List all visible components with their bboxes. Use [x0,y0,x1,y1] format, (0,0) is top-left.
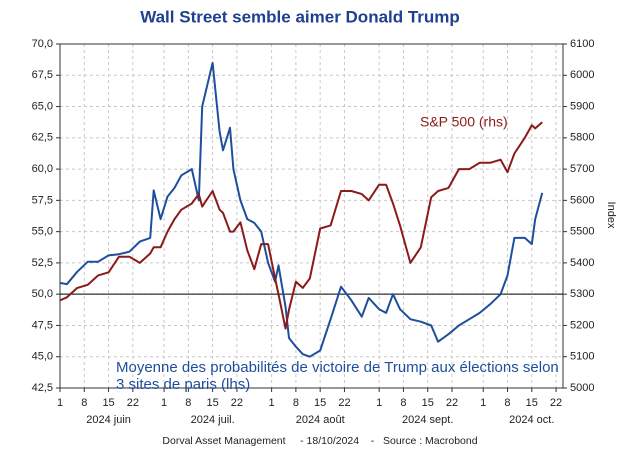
x-tick-label: 22 [231,397,243,409]
y-tick-label: 65,0 [32,100,53,112]
plot-frame [59,43,564,389]
y-tick-label: 62,5 [32,132,53,144]
y-tick-label: 55,0 [32,226,53,238]
y-tick-label: 70,0 [32,38,53,50]
source: Dorval Asset Management - 18/10/2024 - S… [162,435,477,447]
y-tick-label: 45,0 [32,351,53,363]
y-tick-label: 47,5 [32,319,53,331]
x-tick-label: 1 [269,397,275,409]
y2-tick-label: 5000 [570,382,594,394]
y2-tick-label: 5300 [570,288,594,300]
y-tick-label: 67,5 [32,69,53,81]
x-tick-label: 15 [102,397,114,409]
y2-tick-label: 5600 [570,194,594,206]
x-group-label: 2024 août [296,414,345,426]
y2-tick-label: 5700 [570,163,594,175]
y2-tick-label: 5100 [570,351,594,363]
x-group-label: 2024 sept. [402,414,453,426]
x-tick-label: 15 [207,397,219,409]
x-tick-label: 15 [422,397,434,409]
x-tick-label: 8 [504,397,510,409]
x-tick-label: 8 [400,397,406,409]
chart-title: Wall Street semble aimer Donald Trump [140,7,460,26]
y2-tick-label: 5900 [570,100,594,112]
y2-tick-label: 6000 [570,69,594,81]
y-tick-label: 57,5 [32,194,53,206]
x-tick-label: 22 [550,397,562,409]
y-tick-label: 60,0 [32,163,53,175]
x-tick-label: 22 [127,397,139,409]
x-tick-label: 22 [338,397,350,409]
series-label: Moyenne des probabilités de victoire de … [116,359,559,393]
y2-tick-label: 6100 [570,38,594,50]
y2-tick-label: 5800 [570,132,594,144]
x-tick-label: 1 [480,397,486,409]
series-label: S&P 500 (rhs) [420,114,508,130]
x-tick-label: 8 [293,397,299,409]
x-tick-label: 1 [376,397,382,409]
x-group-label: 2024 oct. [509,414,554,426]
y2-axis-label: Index [605,202,617,229]
y-tick-label: 50,0 [32,288,53,300]
y2-tick-label: 5200 [570,319,594,331]
x-group-label: 2024 juin [86,414,131,426]
x-tick-label: 15 [526,397,538,409]
x-tick-label: 8 [185,397,191,409]
y2-tick-label: 5500 [570,226,594,238]
y-tick-label: 52,5 [32,257,53,269]
x-tick-label: 15 [314,397,326,409]
x-tick-label: 1 [57,397,63,409]
x-group-label: 2024 juil. [191,414,235,426]
y-tick-label: 42,5 [32,382,53,394]
y2-tick-label: 5400 [570,257,594,269]
x-tick-label: 8 [81,397,87,409]
series-line [59,121,543,330]
x-tick-label: 22 [446,397,458,409]
x-tick-label: 1 [161,397,167,409]
series-line [59,61,544,358]
